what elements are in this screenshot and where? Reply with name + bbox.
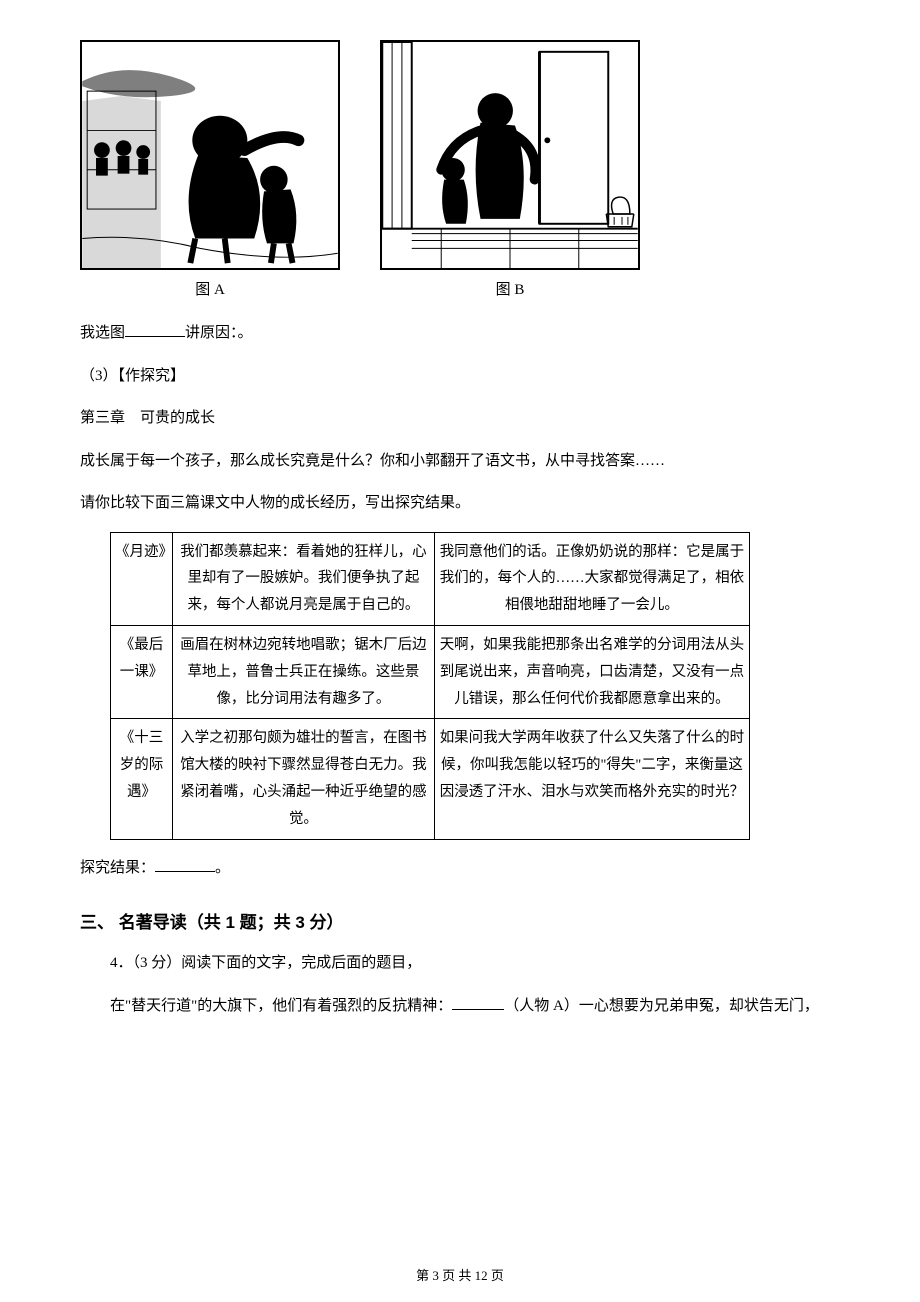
passage-prefix: 在"替天行道"的大旗下，他们有着强烈的反抗精神： <box>110 998 452 1014</box>
comic-b-drawing <box>382 42 638 268</box>
result-blank[interactable] <box>155 857 215 872</box>
row2-col1: 画眉在树林边宛转地唱歌；锯木厂后边草地上，普鲁士兵正在操练。这些景像，比分词用法… <box>173 625 435 718</box>
q4-prefix: 4．（3 分）阅读下面的文字，完成后面的题目， <box>80 949 840 978</box>
comic-images-row: 你竟敢提这样的问题，我打死你！ <box>80 40 840 299</box>
q4-passage: 在"替天行道"的大旗下，他们有着强烈的反抗精神： （人物 A）一心想要为兄弟申冤，… <box>80 992 840 1021</box>
row1-title: 《月迹》 <box>111 532 173 625</box>
comic-b: 你以为我不知道你干的好事？这回非把你开除不可！ <box>380 40 640 270</box>
growth-intro: 成长属于每一个孩子，那么成长究竟是什么？你和小郭翻开了语文书，从中寻找答案…… <box>80 447 840 476</box>
compare-line: 请你比较下面三篇课文中人物的成长经历，写出探究结果。 <box>80 489 840 518</box>
comic-a: 你竟敢提这样的问题，我打死你！ <box>80 40 340 270</box>
choose-image-line: 我选图 讲原因：。 <box>80 319 840 348</box>
row3-col1: 入学之初那句颇为雄壮的誓言，在图书馆大楼的映衬下骤然显得苍白无力。我紧闭着嘴，心… <box>173 719 435 839</box>
choose-prefix: 我选图 <box>80 325 125 341</box>
passages-table: 《月迹》 我们都羡慕起来：看着她的狂样儿，心里却有了一股嫉妒。我们便争执了起来，… <box>110 532 750 840</box>
image-b-box: 你以为我不知道你干的好事？这回非把你开除不可！ <box>380 40 640 299</box>
image-a-box: 你竟敢提这样的问题，我打死你！ <box>80 40 340 299</box>
row2-col2: 天啊，如果我能把那条出名难学的分词用法从头到尾说出来，声音响亮，口齿清楚，又没有… <box>434 625 749 718</box>
passage-suffix: （人物 A）一心想要为兄弟申冤，却状告无门， <box>504 998 819 1014</box>
comic-a-drawing <box>82 42 338 268</box>
q3-label: （3）【作探究】 <box>80 362 840 391</box>
page-footer: 第 3 页 共 12 页 <box>0 1265 920 1284</box>
result-prefix: 探究结果： <box>80 860 155 876</box>
person-a-blank[interactable] <box>452 995 504 1010</box>
table-row: 《十三岁的际遇》 入学之初那句颇为雄壮的誓言，在图书馆大楼的映衬下骤然显得苍白无… <box>111 719 750 839</box>
row1-col1: 我们都羡慕起来：看着她的狂样儿，心里却有了一股嫉妒。我们便争执了起来，每个人都说… <box>173 532 435 625</box>
row3-col2: 如果问我大学两年收获了什么又失落了什么的时候，你叫我怎能以轻巧的"得失"二字，来… <box>434 719 749 839</box>
choose-suffix: 讲原因：。 <box>185 325 253 341</box>
choose-blank[interactable] <box>125 322 185 337</box>
image-b-caption: 图 B <box>496 278 525 299</box>
result-line: 探究结果： 。 <box>80 854 840 883</box>
table-row: 《最后一课》 画眉在树林边宛转地唱歌；锯木厂后边草地上，普鲁士兵正在操练。这些景… <box>111 625 750 718</box>
chapter-line: 第三章 可贵的成长 <box>80 404 840 433</box>
table-row: 《月迹》 我们都羡慕起来：看着她的狂样儿，心里却有了一股嫉妒。我们便争执了起来，… <box>111 532 750 625</box>
section3-heading: 三、 名著导读（共 1 题；共 3 分） <box>80 908 840 933</box>
image-a-caption: 图 A <box>195 278 225 299</box>
row3-title: 《十三岁的际遇》 <box>111 719 173 839</box>
row1-col2: 我同意他们的话。正像奶奶说的那样：它是属于我们的，每个人的……大家都觉得满足了，… <box>434 532 749 625</box>
row2-title: 《最后一课》 <box>111 625 173 718</box>
result-suffix: 。 <box>215 860 230 876</box>
